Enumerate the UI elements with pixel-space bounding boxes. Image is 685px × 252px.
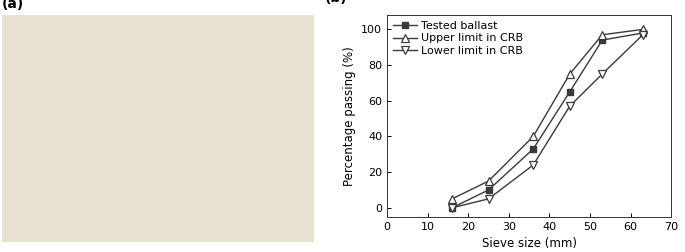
Text: (a): (a): [2, 0, 24, 11]
Lower limit in CRB: [638, 33, 647, 36]
Lower limit in CRB: [484, 197, 493, 200]
Legend: Tested ballast, Upper limit in CRB, Lower limit in CRB: Tested ballast, Upper limit in CRB, Lowe…: [390, 18, 526, 58]
Upper limit in CRB: [448, 197, 456, 200]
Upper limit in CRB: [529, 135, 537, 138]
Lower limit in CRB: [598, 73, 606, 76]
Line: Upper limit in CRB: Upper limit in CRB: [448, 25, 647, 203]
Line: Lower limit in CRB: Lower limit in CRB: [448, 31, 647, 212]
Line: Tested ballast: Tested ballast: [449, 30, 646, 211]
Upper limit in CRB: [566, 73, 574, 76]
Tested ballast: [598, 39, 606, 42]
Upper limit in CRB: [484, 179, 493, 182]
Tested ballast: [566, 90, 574, 93]
Lower limit in CRB: [566, 105, 574, 108]
X-axis label: Sieve size (mm): Sieve size (mm): [482, 237, 577, 250]
Tested ballast: [529, 147, 537, 150]
Upper limit in CRB: [638, 28, 647, 31]
Tested ballast: [638, 32, 647, 35]
Text: (b): (b): [325, 0, 347, 5]
Tested ballast: [448, 206, 456, 209]
Y-axis label: Percentage passing (%): Percentage passing (%): [342, 46, 356, 186]
Lower limit in CRB: [448, 206, 456, 209]
Upper limit in CRB: [598, 33, 606, 36]
Lower limit in CRB: [529, 164, 537, 167]
Tested ballast: [484, 188, 493, 192]
